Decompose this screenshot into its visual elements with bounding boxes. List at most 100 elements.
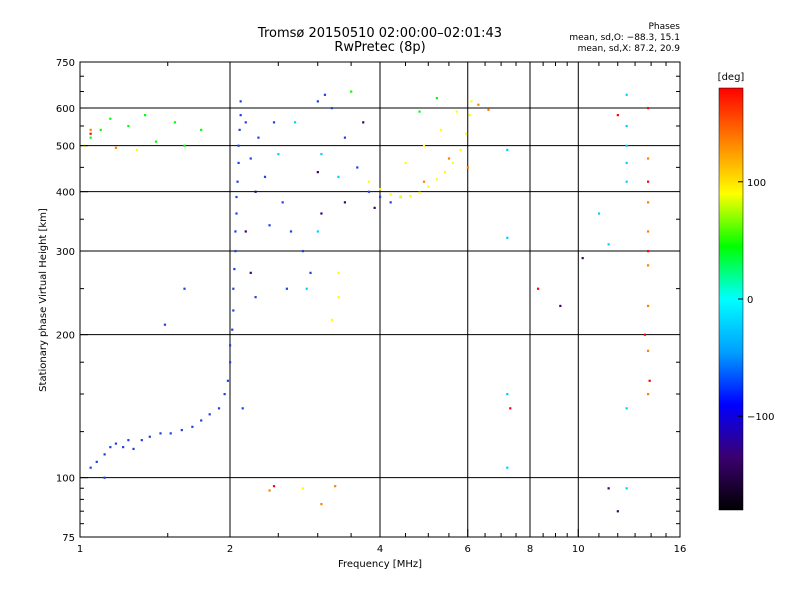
data-point bbox=[581, 257, 584, 260]
data-point bbox=[217, 407, 221, 410]
data-point bbox=[305, 287, 308, 290]
data-point bbox=[464, 132, 468, 135]
data-point bbox=[148, 435, 151, 438]
data-point bbox=[323, 93, 327, 96]
data-point bbox=[320, 503, 323, 506]
data-point bbox=[301, 250, 305, 253]
data-point bbox=[435, 178, 438, 181]
data-point bbox=[597, 212, 601, 215]
data-point bbox=[409, 194, 412, 198]
data-point bbox=[356, 166, 359, 169]
data-point bbox=[89, 466, 92, 469]
y-tick-label: 300 bbox=[56, 247, 75, 258]
data-point bbox=[379, 188, 382, 191]
data-point bbox=[435, 96, 438, 100]
data-point bbox=[646, 264, 650, 267]
data-point bbox=[200, 419, 203, 422]
data-point bbox=[268, 489, 271, 492]
axes: 1 2 4 6 8 10 16 75 100 200 300 400 500 600 750 bbox=[56, 58, 686, 555]
x-tick-label: 16 bbox=[674, 544, 687, 555]
chart-title: Tromsø 20150510 02:00:00–02:01:43 bbox=[257, 26, 503, 41]
y-tick-label: 400 bbox=[56, 188, 75, 199]
data-point bbox=[451, 161, 455, 165]
data-point bbox=[234, 250, 237, 253]
data-point bbox=[183, 144, 186, 147]
data-point bbox=[268, 224, 271, 227]
y-axis-label: Stationary phase Virtual Height [km] bbox=[38, 208, 49, 392]
data-point bbox=[208, 413, 211, 416]
y-tick-label: 75 bbox=[62, 533, 75, 544]
data-point bbox=[289, 230, 293, 233]
data-point bbox=[132, 447, 135, 451]
data-point bbox=[506, 236, 509, 239]
data-point bbox=[95, 460, 98, 463]
data-point bbox=[223, 393, 226, 396]
data-point bbox=[625, 180, 628, 183]
data-point bbox=[109, 117, 112, 120]
data-point bbox=[439, 128, 443, 131]
data-point bbox=[646, 230, 650, 233]
data-point bbox=[607, 487, 610, 490]
data-point bbox=[309, 271, 312, 274]
data-point bbox=[466, 166, 469, 169]
colorbar-tick-label: 0 bbox=[747, 295, 753, 306]
colorbar-tick-label: 100 bbox=[747, 178, 766, 189]
data-point bbox=[455, 110, 458, 113]
data-point bbox=[422, 180, 426, 183]
data-point bbox=[109, 446, 112, 449]
data-point bbox=[337, 271, 340, 274]
data-point bbox=[607, 243, 610, 246]
data-point bbox=[249, 157, 252, 160]
colorbar-label: [deg] bbox=[718, 72, 745, 83]
data-point bbox=[183, 287, 186, 290]
data-point bbox=[379, 195, 382, 199]
data-point bbox=[316, 230, 319, 233]
data-point bbox=[646, 107, 650, 110]
data-points bbox=[83, 90, 651, 513]
data-point bbox=[236, 180, 239, 183]
data-point bbox=[127, 124, 130, 128]
data-point bbox=[89, 136, 92, 139]
data-point bbox=[625, 93, 628, 96]
x-tick-label: 4 bbox=[377, 544, 383, 555]
data-point bbox=[422, 144, 426, 147]
data-point bbox=[226, 379, 230, 382]
data-point bbox=[487, 108, 490, 111]
data-point bbox=[89, 128, 92, 131]
data-point bbox=[625, 161, 628, 165]
data-point bbox=[173, 121, 177, 124]
data-point bbox=[114, 442, 118, 445]
data-point bbox=[362, 121, 365, 124]
data-point bbox=[244, 121, 247, 124]
y-tick-label: 600 bbox=[56, 104, 75, 115]
data-point bbox=[646, 304, 650, 308]
y-tick-label: 750 bbox=[56, 58, 75, 69]
data-point bbox=[506, 148, 509, 152]
data-point bbox=[143, 114, 147, 117]
x-tick-label: 1 bbox=[77, 544, 83, 555]
data-point bbox=[154, 140, 158, 143]
data-point bbox=[625, 407, 628, 410]
data-point bbox=[646, 349, 650, 352]
data-point bbox=[625, 144, 628, 147]
data-point bbox=[320, 212, 323, 215]
data-point bbox=[367, 180, 371, 183]
colorbar-tick-label: −100 bbox=[747, 412, 774, 423]
data-point bbox=[477, 103, 480, 106]
data-point bbox=[648, 379, 651, 382]
data-point bbox=[239, 114, 242, 117]
data-point bbox=[418, 110, 421, 113]
data-point bbox=[470, 100, 473, 103]
data-point bbox=[254, 190, 257, 193]
data-point bbox=[229, 344, 232, 347]
x-tick-label: 8 bbox=[527, 544, 533, 555]
data-point bbox=[350, 90, 353, 93]
data-point bbox=[272, 485, 276, 488]
phases-label: Phases bbox=[648, 22, 680, 32]
data-point bbox=[447, 157, 451, 160]
data-point bbox=[238, 128, 241, 131]
data-point bbox=[418, 191, 421, 194]
y-tick-label: 200 bbox=[56, 331, 75, 342]
data-point bbox=[235, 212, 238, 215]
